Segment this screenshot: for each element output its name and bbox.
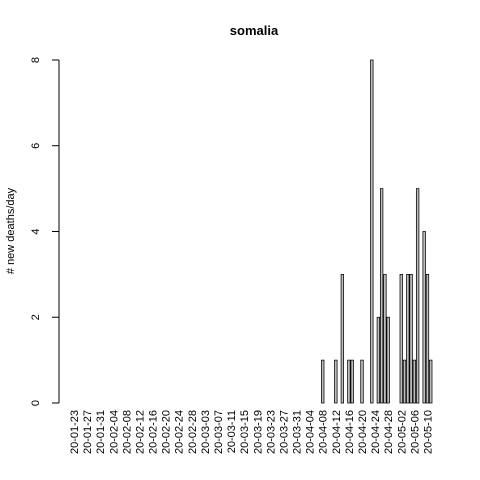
y-axis-label: # new deaths/day — [5, 187, 17, 274]
x-tick-label: 20-04-12 — [331, 410, 343, 454]
bar-20-05-09 — [422, 231, 426, 404]
bar-20-05-07 — [415, 188, 420, 404]
x-tick-label: 20-02-12 — [134, 410, 146, 454]
x-tick-label: 20-05-06 — [409, 410, 421, 454]
x-tick-label: 20-05-02 — [396, 410, 408, 454]
bars-group — [321, 59, 433, 404]
bar-20-04-23 — [370, 59, 374, 404]
bar-20-04-08 — [321, 359, 325, 404]
x-tick-label: 20-01-23 — [69, 410, 81, 454]
x-tick-label: 20-02-08 — [121, 410, 133, 454]
bar-20-05-11 — [429, 359, 433, 404]
x-tick-label: 20-04-24 — [370, 410, 382, 454]
bar-20-04-14 — [340, 274, 345, 404]
bar-20-05-06 — [412, 359, 417, 404]
bar-20-05-03 — [402, 359, 407, 404]
x-tick-label: 20-04-16 — [344, 410, 356, 454]
x-tick-label: 20-04-28 — [383, 410, 395, 454]
bar-20-04-12 — [334, 359, 338, 404]
x-tick-label: 20-01-31 — [95, 410, 107, 454]
y-tick-label: 6 — [30, 143, 42, 149]
x-tick-label: 20-02-24 — [174, 410, 186, 454]
x-tick-label: 20-03-07 — [213, 410, 225, 454]
bar-20-04-26 — [379, 188, 384, 404]
bar-20-04-16 — [347, 359, 351, 404]
x-tick-label: 20-02-20 — [161, 410, 173, 454]
x-tick-label: 20-02-04 — [108, 410, 120, 454]
x-tick-label: 20-03-11 — [226, 410, 238, 453]
x-tick-label: 20-03-15 — [239, 410, 251, 454]
y-tick-label: 4 — [30, 228, 42, 234]
bar-20-04-20 — [360, 359, 364, 404]
bar-20-04-25 — [376, 316, 381, 404]
x-tick-label: 20-01-27 — [82, 410, 94, 454]
x-tick-label: 20-03-19 — [252, 410, 264, 454]
x-tick-label: 20-02-28 — [187, 410, 199, 454]
x-tick-label: 20-03-23 — [265, 410, 277, 454]
bar-20-05-10 — [425, 274, 430, 404]
x-tick-label: 20-04-08 — [318, 410, 330, 454]
bar-20-05-04 — [406, 274, 410, 404]
x-tick-label: 20-04-20 — [357, 410, 369, 454]
x-axis: 20-01-23 20-01-27 20-01-31 20-02-04 20-02-08… — [69, 410, 434, 454]
bar-20-05-05 — [409, 274, 413, 404]
x-tick-label: 20-03-03 — [200, 410, 212, 454]
x-tick-label: 20-05-10 — [422, 410, 434, 454]
bar-20-04-27 — [383, 274, 387, 404]
bar-20-04-17 — [350, 359, 354, 404]
y-tick-label: 0 — [30, 400, 42, 406]
x-tick-label: 20-04-04 — [305, 410, 317, 454]
bar-20-04-28 — [386, 316, 390, 404]
y-tick-label: 2 — [30, 314, 42, 320]
x-tick-label: 20-03-31 — [292, 410, 304, 454]
chart-title: somalia — [230, 23, 279, 38]
x-tick-label: 20-02-16 — [148, 410, 160, 454]
y-tick-label: 8 — [30, 57, 42, 63]
y-axis: 0 2 4 6 8 — [30, 57, 60, 406]
bar-20-05-02 — [399, 274, 403, 404]
x-tick-label: 20-03-27 — [278, 410, 290, 454]
